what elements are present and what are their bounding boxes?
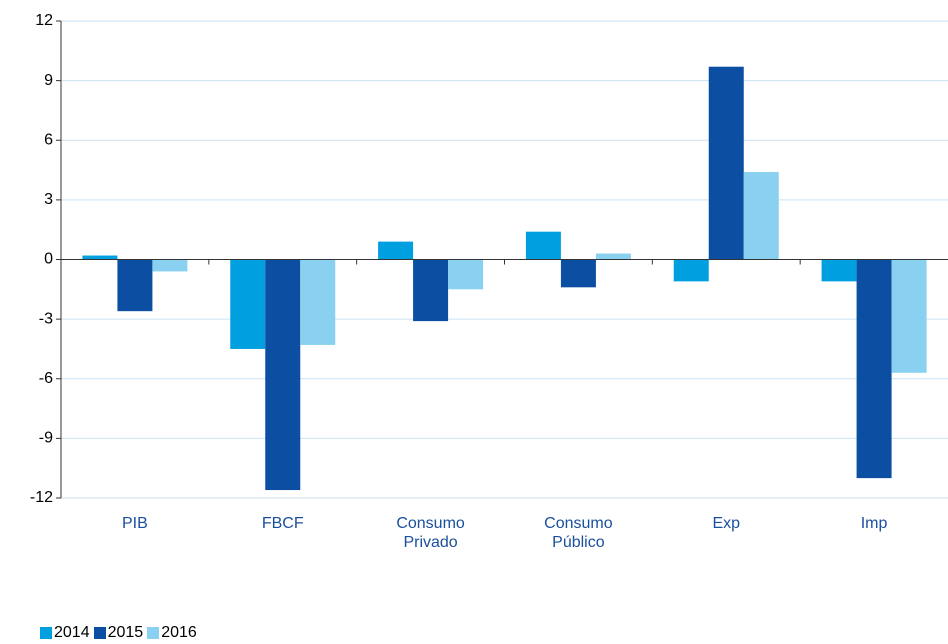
x-tick-label: PIB [122,515,148,532]
y-tick-label: 9 [44,72,53,89]
bar [82,255,118,260]
legend-swatch [40,627,52,639]
y-tick-label: 0 [44,251,53,268]
y-tick-label: 12 [35,12,53,29]
x-tick-label: FBCF [261,515,304,532]
bar [856,259,892,479]
legend-label: 2016 [161,624,197,641]
legend-label: 2014 [54,624,90,641]
bar [378,241,414,260]
bar [743,172,779,260]
y-tick-label: -9 [39,430,53,447]
x-tick-label: Consumo Privado [396,515,465,551]
bar [560,259,596,288]
y-tick-label: -12 [30,489,53,506]
y-tick-label: -6 [39,370,53,387]
legend-item: 2016 [147,625,197,641]
legend-item: 2015 [93,624,144,641]
bar [117,259,153,312]
legend-swatch [147,627,160,639]
y-tick-label: 3 [44,191,53,208]
bar [595,253,631,260]
bar [673,259,709,282]
bar [152,259,188,272]
legend: 2014 2015 2016 [40,625,201,641]
bar [230,259,266,349]
bar [413,259,449,322]
bar [821,259,857,282]
y-tick-label: -3 [39,310,53,327]
bar [448,259,484,290]
x-tick-label: Imp [860,515,888,532]
bar [265,259,301,491]
y-tick-label: 6 [44,131,53,148]
bar [708,66,744,260]
bar [891,259,927,373]
x-tick-label: Consumo Público [544,515,613,551]
bar [525,231,561,260]
legend-swatch [93,627,106,639]
bar [300,259,336,345]
legend-label: 2015 [107,624,144,641]
x-tick-label: Exp [712,515,741,532]
legend-item: 2014 [40,625,90,641]
